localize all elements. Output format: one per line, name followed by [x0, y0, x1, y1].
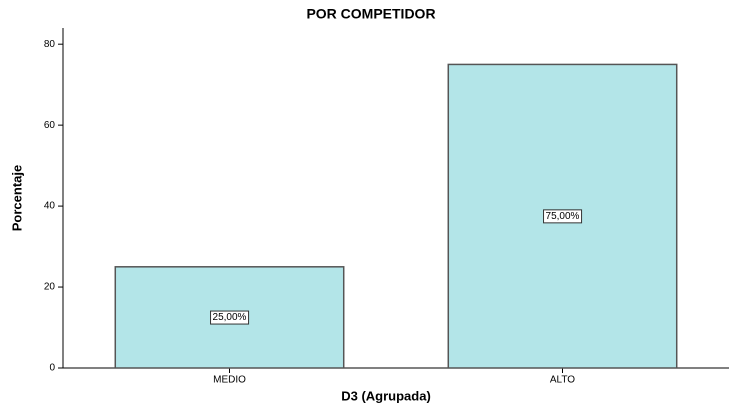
- y-tick-label: 60: [44, 120, 56, 131]
- x-tick-label: MEDIO: [213, 375, 246, 386]
- chart-title: POR COMPETIDOR: [306, 6, 435, 22]
- y-tick-label: 0: [49, 363, 55, 374]
- value-label: 25,00%: [213, 312, 247, 323]
- value-label: 75,00%: [546, 211, 580, 222]
- y-tick-label: 20: [44, 282, 56, 293]
- y-tick-label: 80: [44, 39, 56, 50]
- x-tick-label: ALTO: [550, 375, 575, 386]
- x-axis-label: D3 (Agrupada): [341, 388, 431, 403]
- value-label-box: [210, 310, 250, 325]
- y-tick-label: 40: [44, 201, 56, 212]
- y-axis-label: Porcentaje: [9, 165, 24, 231]
- value-label-box: [543, 209, 583, 224]
